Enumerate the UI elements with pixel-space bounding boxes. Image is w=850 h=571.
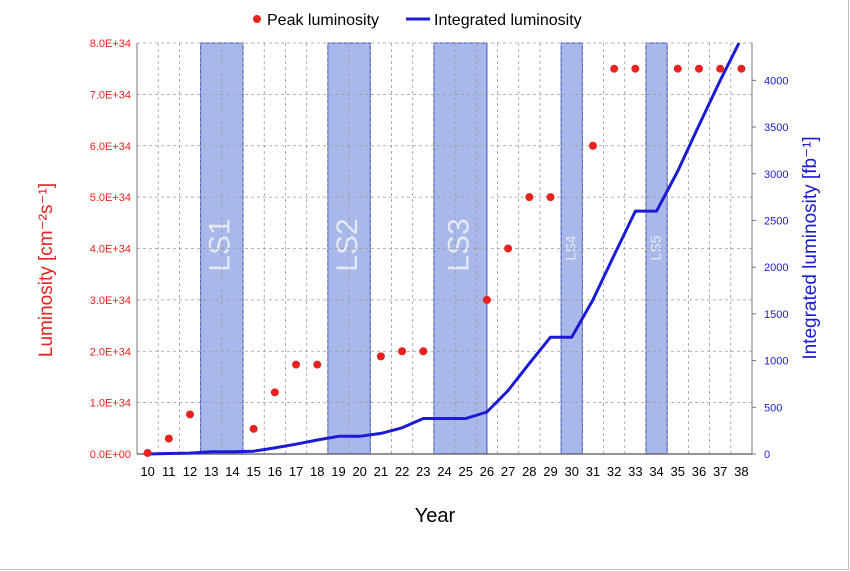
x-tick-label: 13 bbox=[204, 464, 218, 479]
x-tick-label: 36 bbox=[692, 464, 706, 479]
peak-luminosity-point bbox=[546, 193, 555, 202]
x-tick-label: 11 bbox=[162, 464, 176, 479]
x-tick-label: 32 bbox=[607, 464, 621, 479]
peak-luminosity-point bbox=[525, 193, 534, 202]
peak-luminosity-point bbox=[673, 64, 682, 73]
x-tick-label: 26 bbox=[480, 464, 494, 479]
shutdown-label-ls5: LS5 bbox=[647, 235, 663, 260]
peak-luminosity-point bbox=[504, 244, 513, 253]
integrated-luminosity-series bbox=[147, 42, 741, 456]
peak-luminosity-point bbox=[419, 347, 428, 356]
x-tick-label: 29 bbox=[543, 464, 557, 479]
x-tick-label: 16 bbox=[268, 464, 282, 479]
x-tick-label: 15 bbox=[246, 464, 260, 479]
left-tick-label: 8.0E+34 bbox=[90, 38, 131, 50]
y-axis-title-left: Luminosity [cm⁻²s⁻¹] bbox=[36, 183, 57, 357]
left-tick-label: 1.0E+34 bbox=[90, 398, 131, 410]
y-axis-title-right: Integrated luminosity [fb⁻¹] bbox=[800, 136, 821, 359]
x-tick-label: 38 bbox=[734, 464, 748, 479]
x-axis-ticks: 10 11 12 13 14 15 16 17 18 19 20 21 22 23 24 25 26 27 28 29… bbox=[140, 464, 748, 479]
right-tick-label: 3500 bbox=[764, 122, 788, 134]
right-tick-label: 4000 bbox=[764, 75, 788, 87]
peak-luminosity-point bbox=[249, 424, 258, 433]
x-tick-label: 23 bbox=[416, 464, 430, 479]
x-tick-label: 21 bbox=[374, 464, 388, 479]
left-tick-label: 4.0E+34 bbox=[90, 244, 131, 256]
x-tick-label: 28 bbox=[522, 464, 536, 479]
peak-luminosity-point bbox=[376, 352, 385, 361]
peak-luminosity-series bbox=[143, 64, 746, 457]
x-tick-label: 25 bbox=[458, 464, 472, 479]
peak-luminosity-point bbox=[313, 360, 322, 369]
peak-luminosity-point bbox=[588, 141, 597, 150]
legend: Peak luminosity Integrated luminosity bbox=[253, 12, 582, 29]
x-tick-label: 17 bbox=[289, 464, 303, 479]
x-axis-title: Year bbox=[415, 505, 456, 527]
peak-luminosity-point bbox=[292, 360, 301, 369]
right-tick-label: 2500 bbox=[764, 215, 788, 227]
peak-luminosity-point bbox=[398, 347, 407, 356]
x-tick-label: 19 bbox=[331, 464, 345, 479]
left-tick-label: 3.0E+34 bbox=[90, 295, 131, 307]
x-tick-label: 20 bbox=[352, 464, 366, 479]
right-tick-label: 3000 bbox=[764, 169, 788, 181]
x-tick-label: 14 bbox=[225, 464, 239, 479]
x-tick-label: 30 bbox=[565, 464, 579, 479]
peak-luminosity-point bbox=[482, 295, 491, 304]
right-tick-label: 1500 bbox=[764, 309, 788, 321]
left-tick-label: 2.0E+34 bbox=[90, 346, 131, 358]
shutdown-label-ls4: LS4 bbox=[562, 235, 578, 260]
peak-luminosity-point bbox=[270, 388, 279, 397]
left-tick-label: 0.0E+00 bbox=[90, 449, 131, 461]
grid bbox=[136, 42, 752, 455]
x-tick-label: 34 bbox=[649, 464, 663, 479]
axes bbox=[136, 43, 753, 455]
legend-label-peak: Peak luminosity bbox=[267, 12, 379, 29]
peak-luminosity-point bbox=[694, 64, 703, 73]
right-tick-label: 1000 bbox=[764, 356, 788, 368]
peak-luminosity-point bbox=[737, 64, 746, 73]
shutdown-band-ls3 bbox=[433, 42, 488, 455]
x-tick-label: 10 bbox=[140, 464, 154, 479]
x-tick-label: 33 bbox=[628, 464, 642, 479]
peak-luminosity-point bbox=[186, 410, 195, 419]
left-axis-ticks: 0.0E+00 1.0E+34 2.0E+34 3.0E+34 4.0E+34 5.0E+… bbox=[90, 38, 131, 461]
peak-luminosity-point bbox=[610, 64, 619, 73]
peak-luminosity-point bbox=[716, 64, 725, 73]
left-tick-label: 7.0E+34 bbox=[90, 89, 131, 101]
x-tick-label: 35 bbox=[671, 464, 685, 479]
x-tick-label: 37 bbox=[713, 464, 727, 479]
left-tick-label: 5.0E+34 bbox=[90, 192, 131, 204]
integrated-luminosity-line bbox=[147, 42, 741, 456]
x-tick-label: 27 bbox=[501, 464, 515, 479]
shutdown-label-ls2: LS2 bbox=[331, 218, 364, 271]
legend-label-integrated: Integrated luminosity bbox=[434, 12, 582, 29]
right-tick-label: 2000 bbox=[764, 262, 788, 274]
x-tick-label: 31 bbox=[586, 464, 600, 479]
peak-luminosity-point bbox=[164, 434, 173, 443]
x-tick-label: 12 bbox=[183, 464, 197, 479]
shutdown-label-ls1: LS1 bbox=[204, 218, 237, 271]
peak-luminosity-point bbox=[631, 64, 640, 73]
x-tick-label: 24 bbox=[437, 464, 451, 479]
right-axis-ticks: 0 500 1000 1500 2000 2500 3000 3500 4000 bbox=[752, 75, 788, 461]
x-tick-label: 18 bbox=[310, 464, 324, 479]
right-tick-label: 500 bbox=[764, 402, 782, 414]
right-tick-label: 0 bbox=[764, 449, 770, 461]
legend-marker-peak bbox=[253, 15, 261, 23]
x-tick-label: 22 bbox=[395, 464, 409, 479]
shutdown-label-ls3: LS3 bbox=[442, 218, 475, 271]
peak-luminosity-point bbox=[143, 448, 152, 457]
left-tick-label: 6.0E+34 bbox=[90, 141, 131, 153]
